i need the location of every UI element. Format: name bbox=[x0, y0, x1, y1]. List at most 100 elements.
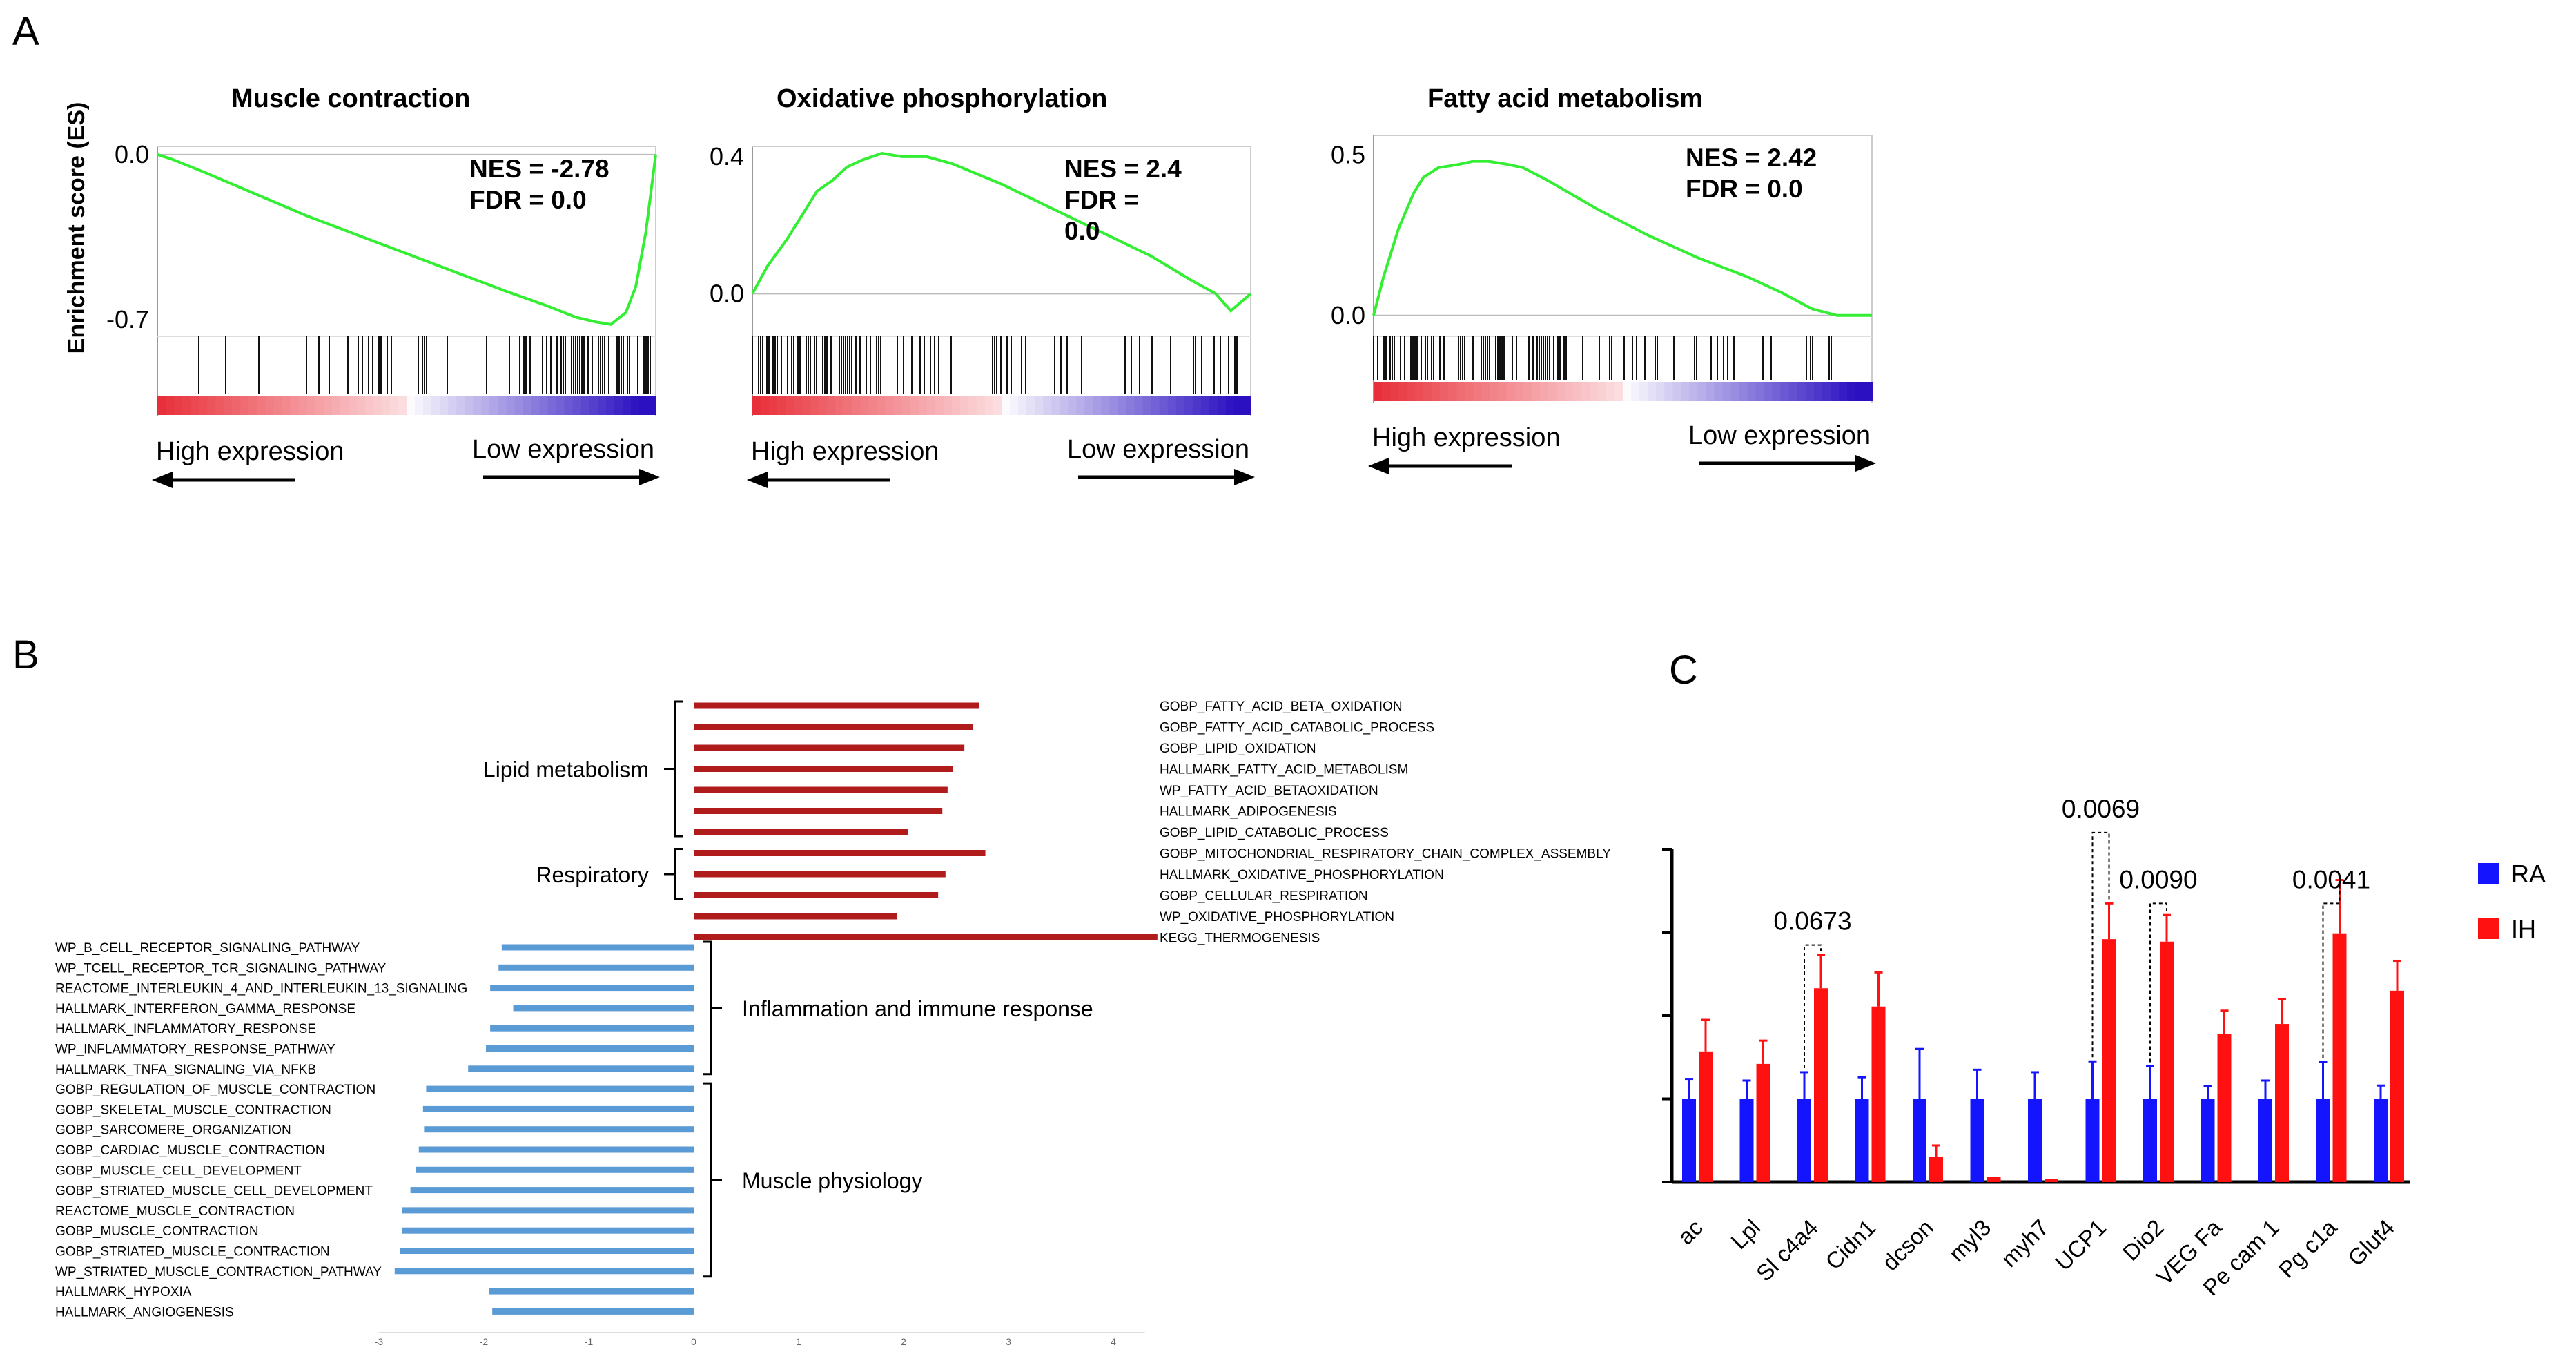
es-curve bbox=[751, 151, 1252, 313]
up-pathway-label: GOBP_LIPID_CATABOLIC_PROCESS bbox=[1160, 826, 1389, 840]
up-bar bbox=[694, 724, 973, 730]
rank-cell bbox=[473, 396, 482, 415]
rank-cell bbox=[182, 396, 192, 415]
rank-cell bbox=[1382, 382, 1392, 401]
rank-cell bbox=[1606, 382, 1615, 401]
fdr-label: FDR = 0.0 bbox=[469, 186, 587, 214]
bar-ra bbox=[1913, 1099, 1926, 1182]
rank-cell bbox=[1648, 382, 1657, 401]
down-bar bbox=[418, 1146, 694, 1153]
rank-cell bbox=[777, 396, 787, 415]
up-pathway-label: WP_OXIDATIVE_PHOSPHORYLATION bbox=[1160, 910, 1394, 925]
panel-letter-a: A bbox=[12, 9, 39, 54]
fdr-value: 0.0 bbox=[1064, 217, 1100, 245]
rank-cell bbox=[868, 396, 878, 415]
down-pathway-label: GOBP_REGULATION_OF_MUSCLE_CONTRACTION bbox=[55, 1083, 375, 1097]
rank-cell bbox=[498, 396, 507, 415]
down-pathway-label: GOBP_STRIATED_MUSCLE_CELL_DEVELOPMENT bbox=[55, 1184, 373, 1199]
rank-cell bbox=[597, 396, 607, 415]
rank-cell bbox=[769, 396, 779, 415]
rank-cell bbox=[340, 396, 349, 415]
y-tick-label: 0.0 bbox=[115, 140, 149, 168]
rank-cell bbox=[1184, 396, 1193, 415]
rank-cell bbox=[622, 396, 632, 415]
high-expression-label: High expression bbox=[1372, 423, 1560, 452]
category-label-dio2: Dio2 bbox=[2118, 1215, 2169, 1266]
rank-cell bbox=[224, 396, 233, 415]
rank-cell bbox=[835, 396, 845, 415]
bar-ra bbox=[1797, 1099, 1811, 1182]
x-tick-label: 1 bbox=[796, 1336, 801, 1347]
panel-letter-c: C bbox=[1669, 648, 1698, 693]
rank-cell bbox=[572, 396, 582, 415]
bar-ra bbox=[2143, 1099, 2157, 1182]
rank-cell bbox=[993, 396, 1002, 415]
down-pathway-label: HALLMARK_TNFA_SIGNALING_VIA_NFKB bbox=[55, 1063, 316, 1077]
right-arrow-head bbox=[1234, 469, 1255, 485]
down-pathway-label: GOBP_SKELETAL_MUSCLE_CONTRACTION bbox=[55, 1103, 331, 1117]
up-pathway-label: GOBP_FATTY_ACID_BETA_OXIDATION bbox=[1160, 699, 1403, 714]
rank-cell bbox=[1043, 396, 1053, 415]
rank-cell bbox=[1200, 396, 1210, 415]
y-axis-label: Enrichment score (ES) bbox=[64, 102, 90, 354]
up-bar bbox=[694, 744, 965, 751]
up-bar bbox=[694, 786, 948, 793]
rank-cell bbox=[1772, 382, 1782, 401]
rank-cell bbox=[1730, 382, 1740, 401]
nes-label: NES = -2.78 bbox=[469, 155, 609, 183]
down-pathway-label: REACTOME_MUSCLE_CONTRACTION bbox=[55, 1204, 295, 1219]
rank-cell bbox=[364, 396, 374, 415]
bar-ih bbox=[1929, 1157, 1943, 1182]
left-arrow-head bbox=[152, 472, 173, 488]
x-tick-label: -1 bbox=[585, 1336, 594, 1347]
category-label-pg-c1a: Pg c1a bbox=[2274, 1214, 2342, 1282]
gsea-plot-oxidative-phosphorylation: Oxidative phosphorylation 0.4 0.0 NES = 2.4… bbox=[710, 84, 1255, 488]
rank-cell bbox=[959, 396, 969, 415]
rank-cell bbox=[819, 396, 828, 415]
down-pathway-label: GOBP_MUSCLE_CONTRACTION bbox=[55, 1224, 259, 1239]
down-bar bbox=[410, 1187, 694, 1194]
legend-label-ih: IH bbox=[2511, 915, 2536, 943]
up-pathway-label: HALLMARK_ADIPOGENESIS bbox=[1160, 805, 1337, 820]
es-curve bbox=[157, 153, 657, 326]
rank-cell bbox=[1167, 396, 1177, 415]
y-tick-label: -0.7 bbox=[106, 305, 149, 334]
rank-cell bbox=[1051, 396, 1061, 415]
bar-ra bbox=[2028, 1099, 2042, 1182]
bar-ih bbox=[2160, 941, 2174, 1182]
rank-cell bbox=[1093, 396, 1102, 415]
rank-cell bbox=[1465, 382, 1474, 401]
bar-ra bbox=[2258, 1099, 2272, 1182]
category-label-glut4: Glut4 bbox=[2343, 1215, 2399, 1271]
rank-cell bbox=[877, 396, 886, 415]
rank-cell bbox=[356, 396, 366, 415]
rank-cell bbox=[456, 396, 466, 415]
rank-cell bbox=[157, 396, 167, 415]
up-pathway-label: HALLMARK_FATTY_ACID_METABOLISM bbox=[1160, 763, 1408, 777]
rank-cell bbox=[1797, 382, 1806, 401]
down-bar bbox=[489, 1288, 694, 1295]
hit-ticks bbox=[1373, 336, 1832, 380]
rank-cell bbox=[489, 396, 499, 415]
rank-cell bbox=[1614, 382, 1623, 401]
down-pathway-label: GOBP_MUSCLE_CELL_DEVELOPMENT bbox=[55, 1163, 302, 1178]
low-expression-label: Low expression bbox=[1067, 435, 1249, 464]
rank-cell bbox=[630, 396, 640, 415]
rank-cell bbox=[323, 396, 333, 415]
gsea-plot-fatty-acid-metabolism: Fatty acid metabolism 0.5 0.0 NES = 2.42 FDR… bbox=[1331, 84, 1876, 474]
right-arrow-head bbox=[639, 469, 660, 485]
rank-cell bbox=[1035, 396, 1044, 415]
down-pathway-label: WP_INFLAMMATORY_RESPONSE_PATHWAY bbox=[55, 1043, 335, 1057]
rank-cell bbox=[232, 396, 242, 415]
rank-cell bbox=[580, 396, 590, 415]
rank-cell bbox=[1060, 396, 1069, 415]
rank-cell bbox=[802, 396, 812, 415]
rank-cell bbox=[174, 396, 184, 415]
rank-cell bbox=[166, 396, 175, 415]
p-value-label: 0.0041 bbox=[2292, 865, 2370, 893]
y-tick-label: 0.5 bbox=[1331, 140, 1365, 168]
bar-ih bbox=[1987, 1177, 2001, 1182]
group-bracket bbox=[703, 1082, 722, 1278]
rank-cell bbox=[647, 396, 656, 415]
bar-ih bbox=[1814, 988, 1828, 1182]
